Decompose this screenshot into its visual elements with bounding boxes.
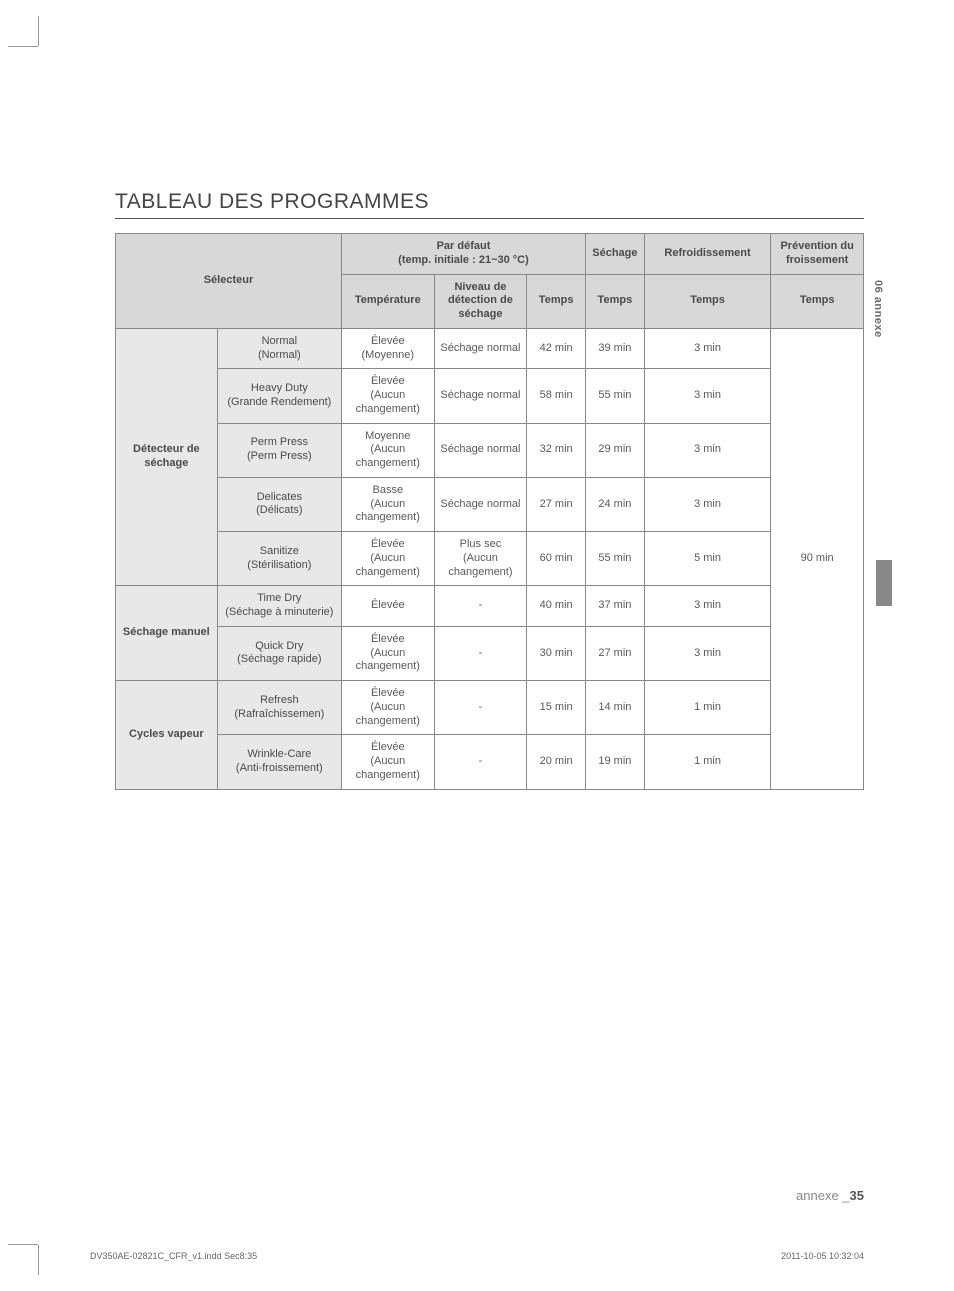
page: TABLEAU DES PROGRAMMES Sélecteur Par déf…: [0, 0, 954, 1291]
table-row: Cycles vapeurRefresh(Rafraîchissemen)Éle…: [116, 681, 864, 735]
programs-table-wrap: Sélecteur Par défaut (temp. initiale : 2…: [115, 233, 864, 790]
cool-cell: 5 min: [644, 532, 771, 586]
crop-mark: [18, 26, 58, 66]
cool-cell: 3 min: [644, 586, 771, 627]
footer-file: DV350AE-02821C_CFR_v1.indd Sec8:35: [90, 1251, 257, 1261]
crop-mark: [18, 1225, 58, 1265]
cycle-cell: Normal(Normal): [217, 328, 341, 369]
side-tab-label: 06 annexe: [872, 280, 884, 338]
header-drylevel: Niveau de détection de séchage: [434, 274, 527, 328]
time-cell: 58 min: [527, 369, 586, 423]
footer-page-label: annexe _35: [796, 1188, 864, 1203]
table-row: Heavy Duty(Grande Rendement)Élevée(Aucun…: [116, 369, 864, 423]
dry-cell: 24 min: [586, 477, 645, 531]
temperature-cell: Élevée(Aucun changement): [341, 369, 434, 423]
table-row: Sanitize(Stérilisation)Élevée(Aucun chan…: [116, 532, 864, 586]
programs-table: Sélecteur Par défaut (temp. initiale : 2…: [115, 233, 864, 790]
dry-cell: 14 min: [586, 681, 645, 735]
footer-page-number: 35: [850, 1188, 864, 1203]
cool-cell: 3 min: [644, 423, 771, 477]
dry-cell: 29 min: [586, 423, 645, 477]
time-cell: 20 min: [527, 735, 586, 789]
cool-cell: 3 min: [644, 369, 771, 423]
side-tab-indicator: [876, 560, 892, 606]
drylevel-cell: -: [434, 735, 527, 789]
temperature-cell: Élevée(Aucun changement): [341, 626, 434, 680]
table-row: Détecteur de séchageNormal(Normal)Élevée…: [116, 328, 864, 369]
group-label: Séchage manuel: [116, 586, 218, 681]
drylevel-cell: Séchage normal: [434, 369, 527, 423]
drylevel-cell: -: [434, 681, 527, 735]
cycle-cell: Time Dry(Séchage à minuterie): [217, 586, 341, 627]
temperature-cell: Moyenne(Aucun changement): [341, 423, 434, 477]
time-cell: 60 min: [527, 532, 586, 586]
temperature-cell: Élevée: [341, 586, 434, 627]
temperature-cell: Élevée(Aucun changement): [341, 681, 434, 735]
drylevel-cell: Séchage normal: [434, 423, 527, 477]
cycle-cell: Refresh(Rafraîchissemen): [217, 681, 341, 735]
header-time: Temps: [527, 274, 586, 328]
group-label: Détecteur de séchage: [116, 328, 218, 586]
cool-cell: 3 min: [644, 477, 771, 531]
dry-cell: 19 min: [586, 735, 645, 789]
cycle-cell: Delicates(Délicats): [217, 477, 341, 531]
cool-cell: 1 min: [644, 735, 771, 789]
time-cell: 42 min: [527, 328, 586, 369]
header-cooling: Refroidissement: [644, 234, 771, 275]
dry-cell: 39 min: [586, 328, 645, 369]
header-default-label: Par défaut: [437, 240, 491, 252]
cool-cell: 1 min: [644, 681, 771, 735]
time-cell: 30 min: [527, 626, 586, 680]
dry-cell: 37 min: [586, 586, 645, 627]
temperature-cell: Élevée(Aucun changement): [341, 532, 434, 586]
drylevel-cell: Plus sec(Aucun changement): [434, 532, 527, 586]
cycle-cell: Sanitize(Stérilisation): [217, 532, 341, 586]
drylevel-cell: -: [434, 626, 527, 680]
dry-cell: 55 min: [586, 532, 645, 586]
drylevel-cell: -: [434, 586, 527, 627]
time-cell: 15 min: [527, 681, 586, 735]
footer-section-label: annexe _: [796, 1188, 850, 1203]
time-cell: 32 min: [527, 423, 586, 477]
side-tab: 06 annexe: [872, 280, 892, 343]
table-row: Wrinkle-Care(Anti-froissement)Élevée(Auc…: [116, 735, 864, 789]
cycle-cell: Heavy Duty(Grande Rendement): [217, 369, 341, 423]
table-row: Quick Dry(Séchage rapide)Élevée(Aucun ch…: [116, 626, 864, 680]
cool-cell: 3 min: [644, 626, 771, 680]
table-row: Delicates(Délicats)Basse(Aucun changemen…: [116, 477, 864, 531]
header-drying: Séchage: [586, 234, 645, 275]
cycle-cell: Quick Dry(Séchage rapide): [217, 626, 341, 680]
header-default-group: Par défaut (temp. initiale : 21~30 °C): [341, 234, 585, 275]
header-time-dry: Temps: [586, 274, 645, 328]
section-title: TABLEAU DES PROGRAMMES: [115, 190, 864, 219]
header-temperature: Température: [341, 274, 434, 328]
header-selector: Sélecteur: [116, 234, 342, 329]
dry-cell: 27 min: [586, 626, 645, 680]
dry-cell: 55 min: [586, 369, 645, 423]
wrinkle-prevention-cell: 90 min: [771, 328, 864, 789]
table-row: Perm Press(Perm Press)Moyenne(Aucun chan…: [116, 423, 864, 477]
table-row: Séchage manuelTime Dry(Séchage à minuter…: [116, 586, 864, 627]
drylevel-cell: Séchage normal: [434, 477, 527, 531]
drylevel-cell: Séchage normal: [434, 328, 527, 369]
header-time-cool: Temps: [644, 274, 771, 328]
temperature-cell: Basse(Aucun changement): [341, 477, 434, 531]
cycle-cell: Perm Press(Perm Press): [217, 423, 341, 477]
header-wrinkle: Prévention du froissement: [771, 234, 864, 275]
footer-timestamp: 2011-10-05 10:32:04: [781, 1251, 864, 1261]
cycle-cell: Wrinkle-Care(Anti-froissement): [217, 735, 341, 789]
temperature-cell: Élevée(Moyenne): [341, 328, 434, 369]
temperature-cell: Élevée(Aucun changement): [341, 735, 434, 789]
cool-cell: 3 min: [644, 328, 771, 369]
header-default-sub: (temp. initiale : 21~30 °C): [398, 254, 529, 266]
group-label: Cycles vapeur: [116, 681, 218, 790]
time-cell: 27 min: [527, 477, 586, 531]
time-cell: 40 min: [527, 586, 586, 627]
header-time-wrinkle: Temps: [771, 274, 864, 328]
